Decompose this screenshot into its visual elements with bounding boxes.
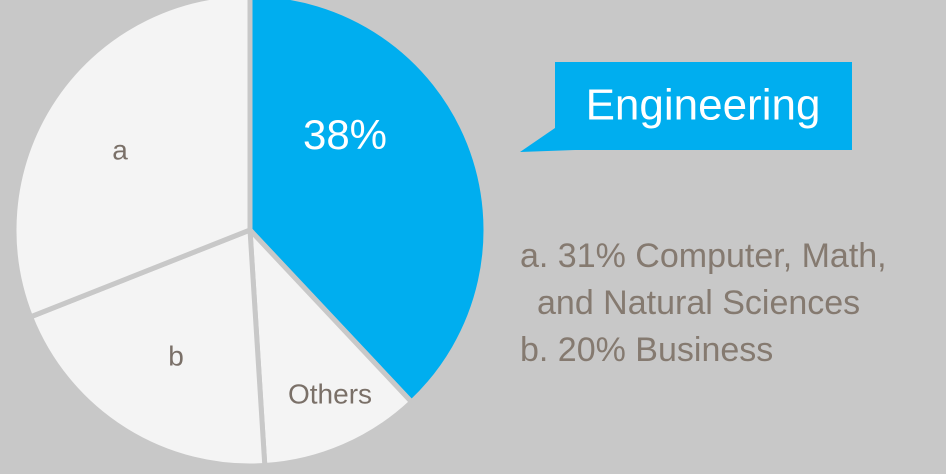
pie-slice: [247, 223, 416, 469]
pie-slice: [27, 226, 268, 469]
legend-text: b. 20% Business: [520, 331, 773, 369]
callout-title: Engineering: [586, 81, 821, 130]
pie-slice: [247, 0, 489, 406]
legend: a. 31% Computer, Math, and Natural Scienc…: [520, 237, 887, 369]
legend-text: and Natural Sciences: [537, 284, 860, 322]
slice-value-label: 38%: [303, 111, 387, 158]
callout-box: [520, 62, 852, 152]
pie: 38% Others b a: [11, 0, 489, 469]
pie-slice: [11, 0, 253, 321]
slice-label: Others: [288, 378, 372, 409]
slice-label: a: [112, 134, 128, 165]
slice-label: b: [168, 340, 184, 371]
legend-text: a. 31% Computer, Math,: [520, 237, 887, 275]
